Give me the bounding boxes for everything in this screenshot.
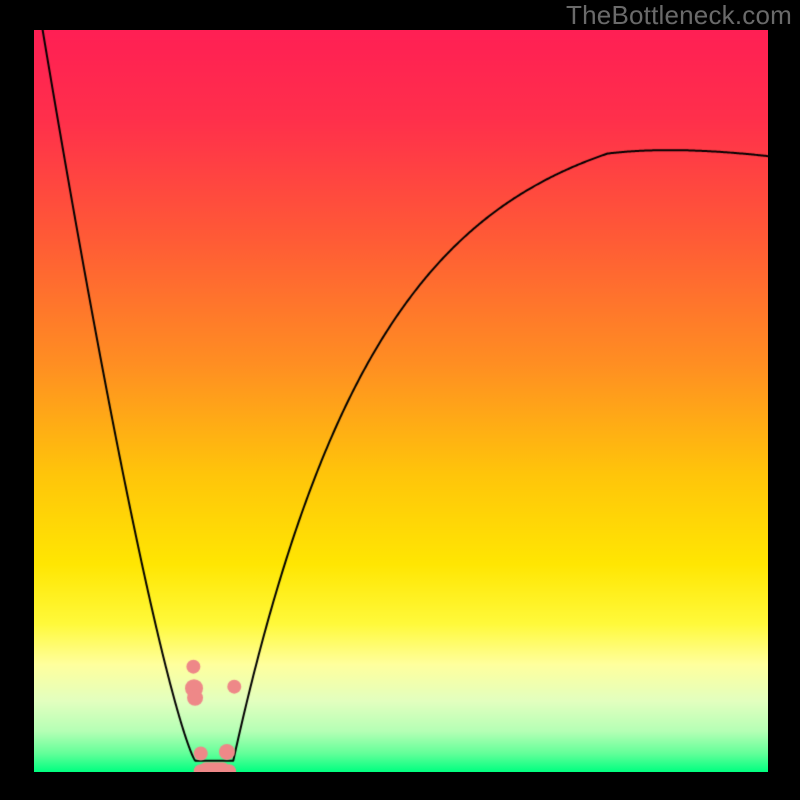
watermark-label: TheBottleneck.com (566, 0, 792, 31)
marker-cluster (34, 30, 768, 772)
plot-area (34, 30, 768, 772)
chart-root: TheBottleneck.com (0, 0, 800, 800)
